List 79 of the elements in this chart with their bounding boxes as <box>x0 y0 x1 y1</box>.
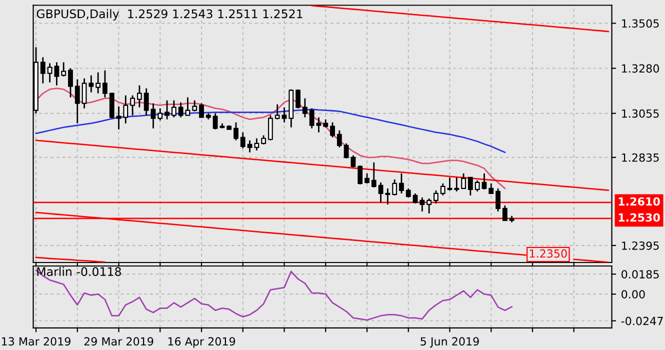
candlestick <box>150 102 156 130</box>
y-tick-label: -0.0247 <box>621 316 663 326</box>
candlestick <box>185 96 190 116</box>
candlestick <box>440 182 446 196</box>
candlestick <box>302 98 308 118</box>
candlestick <box>336 130 342 148</box>
candlestick <box>378 182 384 204</box>
candlestick <box>247 140 252 154</box>
candlestick <box>296 88 300 110</box>
ref-line-label: 1.2530 <box>618 213 660 222</box>
candlestick <box>447 176 452 192</box>
candlestick <box>434 190 438 204</box>
y-tick-label: 1.3055 <box>622 109 659 118</box>
candlestick <box>268 114 273 142</box>
candlestick <box>61 62 66 78</box>
candlestick <box>171 100 176 118</box>
candlestick <box>316 116 322 134</box>
candlestick <box>199 102 204 118</box>
candlestick <box>102 70 108 98</box>
y-tick-label: 1.3505 <box>622 19 659 28</box>
x-tick-label: 13 Mar 2019 <box>2 337 70 346</box>
candlestick <box>234 122 238 142</box>
candlestick <box>474 180 480 192</box>
candlestick <box>130 94 135 116</box>
candlestick <box>392 178 398 196</box>
candlestick <box>371 162 376 188</box>
candlestick <box>240 132 246 150</box>
candlestick <box>274 104 280 120</box>
candlestick <box>116 106 122 130</box>
ref-line-label: 1.2610 <box>618 197 660 206</box>
candlestick <box>68 68 73 98</box>
candlestick <box>358 164 363 186</box>
line-series <box>311 5 610 32</box>
candlestick <box>40 56 46 84</box>
chart-title: Marlin -0.0118 <box>37 266 121 276</box>
candlestick <box>426 198 432 214</box>
candlestick <box>454 176 460 192</box>
candlestick <box>254 138 260 152</box>
candlestick <box>282 106 287 124</box>
candlestick <box>192 100 198 112</box>
candlestick <box>399 172 404 194</box>
candlestick <box>136 84 142 108</box>
line-series <box>35 140 610 191</box>
candlestick <box>74 78 80 124</box>
candlestick <box>385 188 390 206</box>
annotation: 1.2350 <box>530 249 567 258</box>
y-tick-label: 0.0185 <box>622 270 659 278</box>
candlestick <box>261 134 266 146</box>
candlestick <box>420 196 425 212</box>
candlestick <box>344 142 349 160</box>
y-tick-label: 1.2835 <box>622 153 659 162</box>
candlestick <box>412 192 418 204</box>
candlestick <box>502 204 508 222</box>
x-tick-label: 5 Jun 2019 <box>420 337 479 348</box>
x-tick-label: 29 Mar 2019 <box>84 337 154 346</box>
candlestick <box>82 78 87 110</box>
candlestick <box>309 108 314 130</box>
candlestick <box>144 88 149 116</box>
candlestick <box>164 100 170 120</box>
candlestick <box>158 108 163 122</box>
candlestick <box>461 172 466 190</box>
chart-title: GBPUSD,Daily 1.2529 1.2543 1.2511 1.2521 <box>36 9 302 21</box>
candlestick <box>468 176 473 196</box>
candlestick <box>178 102 184 118</box>
candlestick <box>88 74 94 94</box>
x-tick-label: 16 Apr 2019 <box>168 337 236 348</box>
y-tick-label: 1.3280 <box>622 64 659 73</box>
candlestick <box>406 188 411 198</box>
candlestick <box>488 182 494 194</box>
candlestick <box>364 172 370 184</box>
candlestick <box>330 122 335 138</box>
y-tick-label: 1.2395 <box>622 241 659 250</box>
candlestick <box>212 112 218 130</box>
candlestick <box>350 154 356 168</box>
candlestick <box>123 94 128 124</box>
candlestick <box>496 188 500 212</box>
candlestick <box>482 172 487 190</box>
y-tick-label: 0.00 <box>622 290 645 298</box>
candlestick <box>96 72 101 94</box>
